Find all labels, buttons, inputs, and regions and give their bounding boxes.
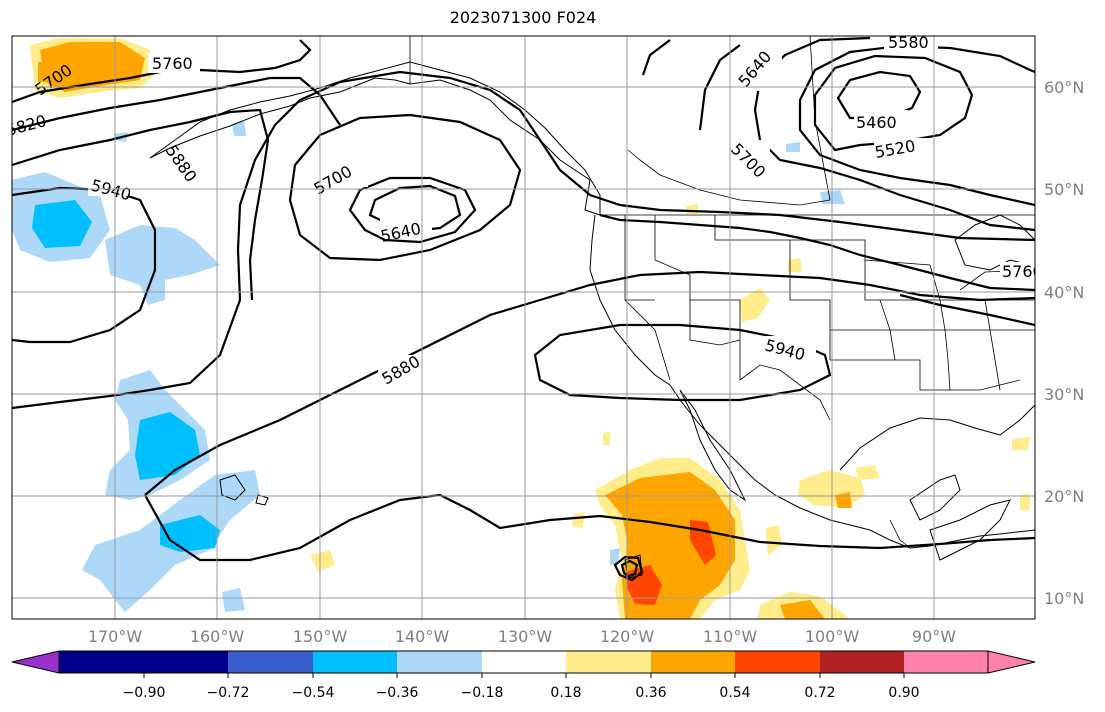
lat-label: 10°N bbox=[1044, 589, 1084, 608]
lat-label: 40°N bbox=[1044, 283, 1084, 302]
lon-label: 130°W bbox=[498, 627, 553, 646]
contour-label: 5580 bbox=[888, 33, 929, 52]
lat-label: 20°N bbox=[1044, 487, 1084, 506]
lon-label: 100°W bbox=[805, 627, 860, 646]
colorbar-tick-label: 0.90 bbox=[888, 685, 919, 701]
colorbar-tick-label: 0.18 bbox=[550, 685, 581, 701]
colorbar-segment bbox=[735, 651, 820, 673]
lat-label: 30°N bbox=[1044, 385, 1084, 404]
colorbar-extend-low bbox=[11, 650, 60, 674]
contour-label: 5760 bbox=[1002, 262, 1043, 281]
lon-label: 140°W bbox=[395, 627, 450, 646]
colorbar-segment bbox=[482, 651, 566, 673]
lon-label: 90°W bbox=[912, 627, 956, 646]
colorbar-tick-label: −0.18 bbox=[461, 685, 504, 701]
graticule bbox=[12, 36, 1035, 619]
colorbar-segment bbox=[59, 651, 144, 673]
colorbar-segment bbox=[820, 651, 904, 673]
colorbar-tick-label: 0.36 bbox=[635, 685, 666, 701]
colorbar-segment bbox=[904, 651, 988, 673]
contour-label: 5460 bbox=[856, 113, 897, 132]
lon-label: 150°W bbox=[293, 627, 348, 646]
colorbar: −0.90 −0.72 −0.54 −0.36 −0.18 0.18 0.36 … bbox=[11, 650, 1036, 701]
colorbar-ticks bbox=[143, 673, 905, 678]
map-frame bbox=[11, 35, 1036, 620]
colorbar-tick-label: 0.54 bbox=[719, 685, 750, 701]
colorbar-segment bbox=[144, 651, 228, 673]
colorbar-extend-high bbox=[987, 650, 1036, 674]
colorbar-segment bbox=[313, 651, 397, 673]
lat-label: 60°N bbox=[1044, 78, 1084, 97]
colorbar-tick-label: 0.72 bbox=[804, 685, 835, 701]
colorbar-tick-label: −0.90 bbox=[123, 685, 166, 701]
lat-label: 50°N bbox=[1044, 180, 1084, 199]
lon-label: 110°W bbox=[703, 627, 758, 646]
lon-label: 160°W bbox=[190, 627, 245, 646]
colorbar-tick-label: −0.72 bbox=[207, 685, 250, 701]
contour-label: 5760 bbox=[152, 54, 193, 73]
colorbar-segment bbox=[228, 651, 313, 673]
colorbar-segment bbox=[566, 651, 651, 673]
colorbar-segment bbox=[651, 651, 735, 673]
colorbar-tick-label: −0.36 bbox=[376, 685, 419, 701]
map-title: 2023071300 F024 bbox=[449, 8, 597, 27]
colorbar-tick-label: −0.54 bbox=[292, 685, 335, 701]
lon-label: 120°W bbox=[600, 627, 655, 646]
colorbar-segment bbox=[397, 651, 482, 673]
lon-label: 170°W bbox=[88, 627, 143, 646]
longitude-labels: 170°W 160°W 150°W 140°W 130°W 120°W 110°… bbox=[88, 627, 956, 646]
latitude-labels: 60°N 50°N 40°N 30°N 20°N 10°N bbox=[1044, 78, 1084, 608]
anomaly-shading bbox=[12, 38, 1030, 619]
